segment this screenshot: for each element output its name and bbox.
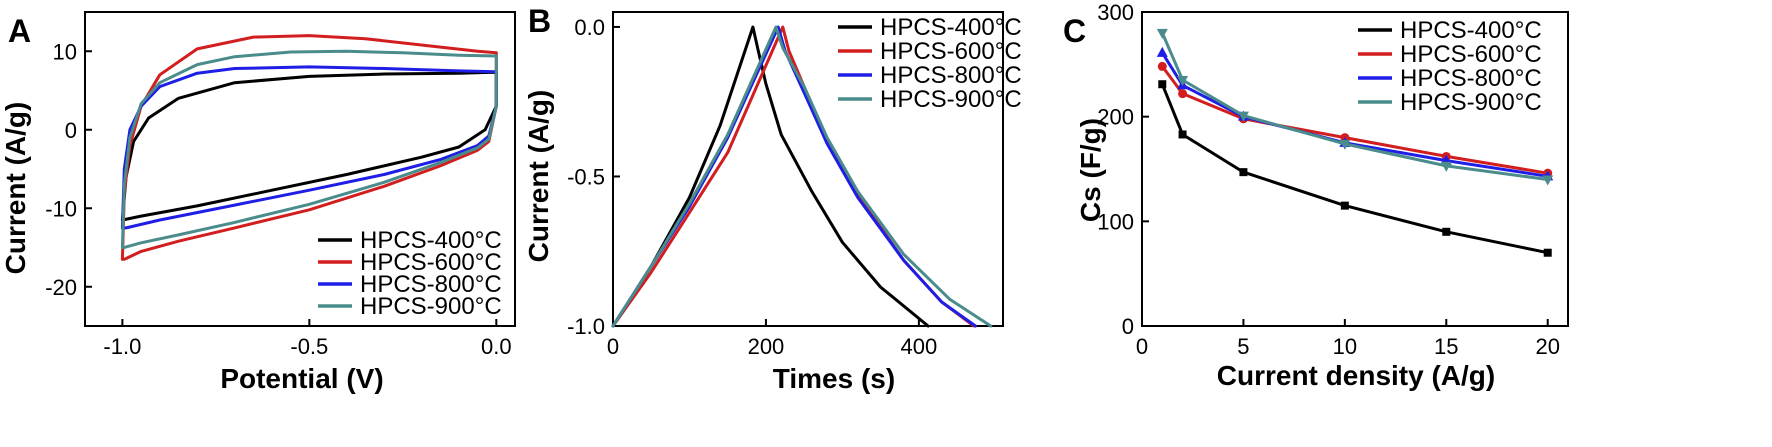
x-tick-label: 5 (1237, 334, 1249, 359)
x-tick-label: 0 (1136, 334, 1148, 359)
legend-label: HPCS-800°C (880, 62, 1022, 89)
data-point (1237, 111, 1249, 122)
x-tick-label: -0.5 (290, 334, 328, 359)
panel-b-plot: 0 200 400 -1.0 -0.5 0.0 (567, 11, 1004, 359)
data-point (1442, 227, 1451, 236)
panel-c-letter: C (1063, 13, 1086, 49)
x-tick-label: 15 (1434, 334, 1458, 359)
data-point (1157, 61, 1167, 71)
panel-b-letter: B (528, 3, 551, 39)
y-tick-label: -20 (45, 275, 77, 300)
data-point (1158, 80, 1167, 89)
plot-frame (84, 11, 516, 327)
plot-frame (1141, 11, 1569, 327)
panel-c-xlabel: Current density (A/g) (1217, 360, 1495, 391)
y-tick-label: -0.5 (567, 164, 605, 189)
data-point (1339, 139, 1351, 150)
series-line-1 (1160, 82, 1550, 255)
x-tick-label: 20 (1535, 334, 1559, 359)
panel-c: C Cs (F/g) Current density (A/g) 0 5 10 15 2… (1063, 0, 1569, 391)
data-point (1178, 130, 1187, 139)
x-tick-label: 10 (1333, 334, 1357, 359)
panel-b: B Current (A/g) Times (s) 0 200 400 -1.0 -0.… (523, 3, 1022, 394)
data-point (1178, 89, 1188, 99)
series-line-4 (611, 25, 993, 328)
y-tick-label: 0 (65, 118, 77, 143)
legend-label: HPCS-800°C (360, 271, 502, 298)
data-point (1177, 76, 1189, 87)
legend-label: HPCS-600°C (880, 38, 1022, 65)
legend-label: HPCS-900°C (1400, 89, 1542, 116)
legend-label: HPCS-900°C (880, 86, 1022, 113)
series-line-1 (611, 25, 930, 328)
panel-b-xlabel: Times (s) (773, 363, 895, 394)
y-tick-label: 300 (1097, 0, 1134, 25)
series-line-4 (1160, 31, 1550, 181)
x-tick-label: 0 (607, 334, 619, 359)
plot-frame (612, 11, 1004, 327)
panel-a: A Current (A/g) Potential (V) -1.0 -0.5 0.… (0, 11, 516, 394)
y-tick-label: -10 (45, 196, 77, 221)
legend-label: HPCS-600°C (360, 249, 502, 276)
data-point (1239, 168, 1248, 177)
y-tick-label: 200 (1097, 105, 1134, 130)
legend-label: HPCS-800°C (1400, 65, 1542, 92)
data-point (1156, 46, 1168, 57)
data-point (1340, 201, 1349, 210)
panel-a-xlabel: Potential (V) (220, 363, 383, 394)
legend-label: HPCS-400°C (1400, 17, 1542, 44)
data-point (1156, 28, 1168, 39)
x-tick-label: 0.0 (481, 334, 512, 359)
x-tick-label: 400 (901, 334, 938, 359)
panel-c-ylabel: Cs (F/g) (1075, 118, 1106, 222)
data-point (1542, 175, 1554, 186)
panel-a-letter: A (8, 13, 31, 49)
x-tick-label: 200 (748, 334, 785, 359)
series-line-4 (120, 49, 498, 249)
y-tick-label: -1.0 (567, 314, 605, 339)
legend-label: HPCS-900°C (360, 293, 502, 320)
y-tick-label: 10 (53, 39, 77, 64)
x-tick-label: -1.0 (103, 334, 141, 359)
series-line-1 (120, 70, 498, 222)
panel-b-ylabel: Current (A/g) (523, 90, 554, 263)
series-line-2 (120, 34, 498, 261)
data-point (1440, 161, 1452, 172)
y-tick-label: 0 (1122, 314, 1134, 339)
legend-label: HPCS-600°C (1400, 41, 1542, 68)
legend-label: HPCS-400°C (360, 227, 502, 254)
y-tick-label: 100 (1097, 209, 1134, 234)
legend-label: HPCS-400°C (880, 14, 1022, 41)
y-tick-label: 0.0 (574, 15, 605, 40)
panel-a-ylabel: Current (A/g) (0, 102, 31, 275)
panel-a-plot: -1.0 -0.5 0.0 -20 -10 0 10 (45, 11, 516, 359)
data-point (1543, 248, 1552, 257)
